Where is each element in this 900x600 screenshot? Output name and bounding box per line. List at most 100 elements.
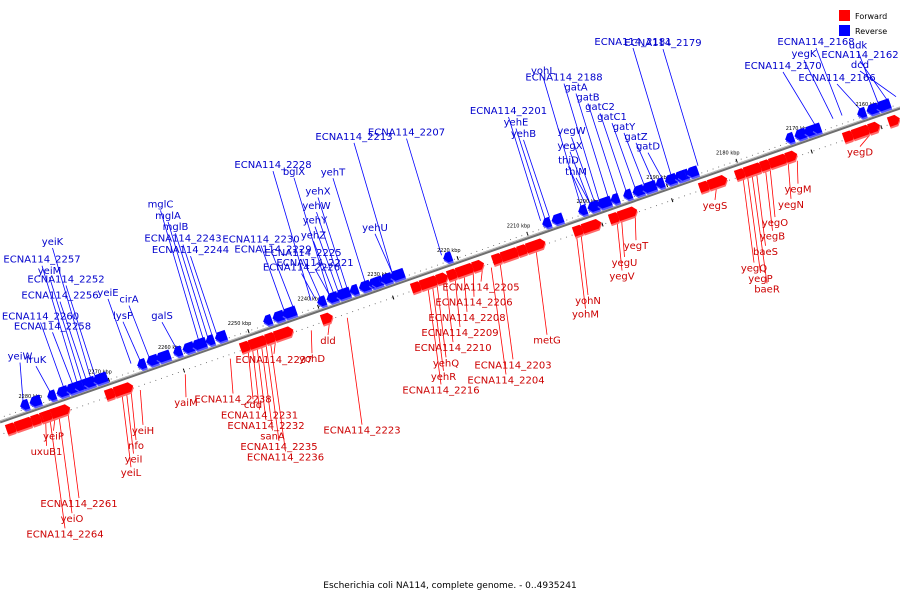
forward-gene-arrow[interactable]: [445, 268, 459, 281]
reverse-gene-arrow[interactable]: [443, 251, 454, 263]
forward-gene-label[interactable]: uxuB1: [31, 447, 63, 458]
forward-gene-arrow[interactable]: [784, 150, 798, 163]
forward-gene-arrow[interactable]: [580, 219, 602, 234]
reverse-gene-arrow[interactable]: [20, 398, 31, 410]
forward-gene-arrow[interactable]: [490, 252, 504, 266]
forward-gene-arrow[interactable]: [238, 340, 252, 353]
forward-gene-label[interactable]: sanA: [260, 432, 285, 443]
forward-gene-arrow[interactable]: [247, 335, 269, 350]
reverse-gene-label[interactable]: gatC1: [597, 112, 627, 123]
forward-gene-label[interactable]: yaiM: [174, 398, 197, 409]
reverse-gene-label[interactable]: thiD: [558, 155, 579, 166]
reverse-gene-label[interactable]: yehX: [305, 187, 330, 198]
reverse-gene-arrow[interactable]: [358, 279, 372, 292]
forward-gene-arrow[interactable]: [616, 206, 638, 222]
reverse-gene-arrow[interactable]: [281, 305, 298, 319]
reverse-gene-label[interactable]: galS: [151, 311, 173, 322]
forward-gene-label[interactable]: ECNA114_2209: [421, 328, 498, 339]
forward-gene-label[interactable]: ECNA114_2238: [194, 395, 271, 406]
reverse-gene-arrow[interactable]: [371, 276, 382, 288]
forward-gene-label[interactable]: ECNA114_2231: [221, 411, 298, 422]
forward-gene-arrow[interactable]: [607, 212, 621, 225]
forward-gene-label[interactable]: metG: [533, 336, 561, 347]
forward-gene-label[interactable]: yegM: [784, 185, 811, 196]
reverse-gene-label[interactable]: ECNA114_2257: [3, 255, 80, 266]
forward-gene-arrow[interactable]: [759, 159, 773, 172]
reverse-gene-label[interactable]: ECNA114_2188: [525, 73, 602, 84]
forward-gene-label[interactable]: yeiL: [121, 468, 142, 479]
reverse-gene-label[interactable]: yeiK: [42, 237, 64, 248]
reverse-gene-arrow[interactable]: [349, 283, 360, 295]
reverse-gene-label[interactable]: bglX: [283, 167, 305, 178]
reverse-gene-label[interactable]: ECNA114_2252: [27, 274, 104, 285]
reverse-gene-label[interactable]: udk: [849, 40, 868, 51]
forward-gene-arrow[interactable]: [733, 168, 747, 181]
reverse-gene-arrow[interactable]: [866, 102, 880, 115]
reverse-gene-label[interactable]: yehW: [302, 201, 330, 212]
reverse-gene-arrow[interactable]: [205, 334, 216, 346]
forward-gene-arrow[interactable]: [524, 238, 546, 254]
forward-gene-arrow[interactable]: [697, 180, 711, 193]
forward-gene-label[interactable]: yehQ: [433, 358, 459, 369]
reverse-gene-arrow[interactable]: [587, 199, 601, 212]
forward-gene-label[interactable]: ECNA114_2264: [26, 529, 103, 540]
forward-gene-label[interactable]: baeS: [753, 247, 778, 258]
reverse-gene-arrow[interactable]: [677, 169, 688, 181]
reverse-gene-label[interactable]: yeiE: [97, 288, 118, 299]
reverse-gene-label[interactable]: yehE: [504, 117, 529, 128]
reverse-gene-arrow[interactable]: [686, 165, 700, 178]
reverse-gene-arrow[interactable]: [92, 371, 109, 385]
reverse-gene-arrow[interactable]: [74, 379, 85, 392]
forward-gene-arrow[interactable]: [435, 272, 449, 285]
forward-gene-arrow[interactable]: [30, 413, 44, 426]
reverse-gene-label[interactable]: ECNA114_2230: [222, 235, 299, 246]
reverse-gene-label[interactable]: ECNA114_2168: [777, 37, 854, 48]
forward-gene-label[interactable]: baeR: [754, 284, 780, 295]
reverse-gene-arrow[interactable]: [182, 341, 196, 354]
reverse-gene-arrow[interactable]: [857, 106, 868, 118]
reverse-gene-label[interactable]: yegX: [557, 141, 582, 152]
reverse-gene-label[interactable]: ECNA114_2244: [152, 245, 229, 256]
reverse-gene-label[interactable]: yeiM: [38, 266, 61, 277]
reverse-gene-arrow[interactable]: [542, 216, 553, 228]
reverse-gene-label[interactable]: thiM: [565, 167, 587, 178]
reverse-gene-label[interactable]: ECNA114_2225: [264, 248, 341, 259]
reverse-gene-arrow[interactable]: [794, 127, 808, 140]
reverse-gene-label[interactable]: fruK: [26, 355, 47, 366]
reverse-gene-arrow[interactable]: [191, 336, 208, 350]
forward-gene-label[interactable]: yegN: [778, 200, 804, 211]
forward-gene-label[interactable]: ECNA114_2204: [467, 375, 544, 386]
forward-gene-arrow[interactable]: [867, 121, 881, 134]
forward-gene-label[interactable]: ECNA114_2203: [474, 360, 551, 371]
forward-gene-arrow[interactable]: [499, 247, 521, 262]
forward-gene-label[interactable]: yeiP: [43, 432, 64, 443]
forward-gene-label[interactable]: ECNA114_2206: [435, 298, 512, 309]
forward-gene-arrow[interactable]: [40, 409, 54, 423]
forward-gene-label[interactable]: yegU: [612, 258, 638, 269]
reverse-gene-arrow[interactable]: [875, 98, 892, 112]
reverse-gene-arrow[interactable]: [155, 349, 172, 363]
forward-gene-arrow[interactable]: [841, 130, 855, 143]
forward-gene-label[interactable]: yegV: [609, 271, 634, 282]
reverse-gene-arrow[interactable]: [812, 122, 823, 134]
reverse-gene-arrow[interactable]: [214, 329, 228, 342]
forward-gene-label[interactable]: dld: [320, 336, 335, 347]
reverse-gene-arrow[interactable]: [578, 204, 589, 216]
reverse-gene-arrow[interactable]: [173, 345, 184, 357]
reverse-gene-label[interactable]: gatB: [576, 92, 599, 103]
forward-gene-label[interactable]: yeiI: [125, 455, 143, 466]
forward-gene-label[interactable]: cdd: [244, 400, 262, 411]
reverse-gene-label[interactable]: yegK: [792, 49, 817, 60]
forward-gene-label[interactable]: yegQ: [741, 264, 767, 275]
reverse-gene-label[interactable]: yehZ: [301, 230, 326, 241]
reverse-gene-label[interactable]: yehT: [321, 167, 346, 178]
forward-gene-arrow[interactable]: [272, 326, 294, 342]
reverse-gene-arrow[interactable]: [623, 188, 634, 200]
reverse-gene-label[interactable]: mglA: [155, 211, 181, 222]
forward-gene-label[interactable]: ECNA114_2236: [247, 452, 324, 463]
forward-gene-arrow[interactable]: [454, 262, 476, 278]
reverse-gene-arrow[interactable]: [326, 290, 340, 304]
reverse-gene-arrow[interactable]: [380, 272, 394, 285]
reverse-gene-arrow[interactable]: [664, 172, 678, 185]
reverse-gene-label[interactable]: ECNA114_2243: [144, 234, 221, 245]
